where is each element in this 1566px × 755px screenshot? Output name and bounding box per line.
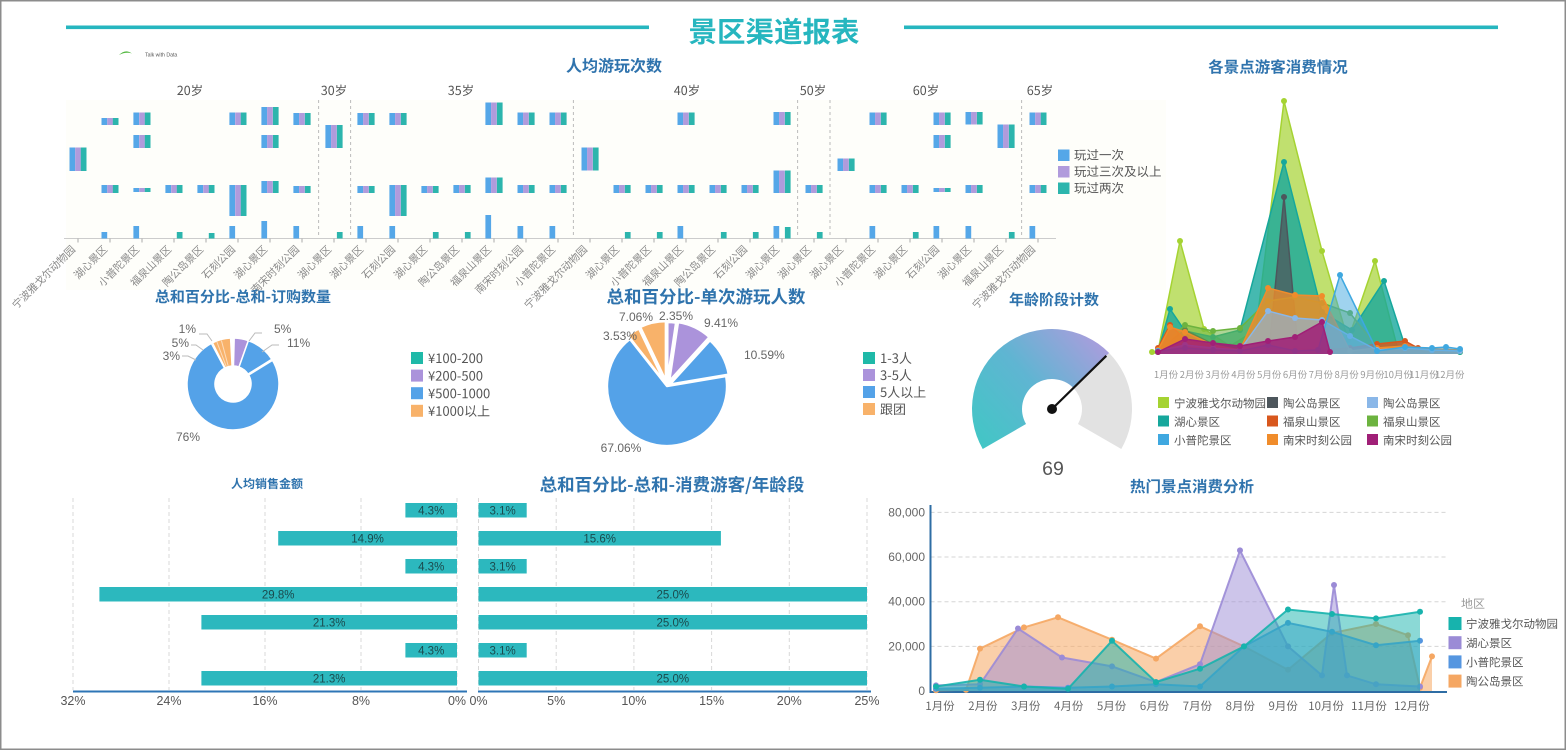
svg-text:15%: 15%: [699, 694, 724, 708]
svg-text:4.3%: 4.3%: [418, 506, 444, 518]
svg-text:76%: 76%: [176, 430, 200, 444]
svg-text:3.53%: 3.53%: [603, 329, 637, 343]
svg-text:4.3%: 4.3%: [418, 646, 444, 658]
svg-text:69: 69: [1042, 458, 1064, 480]
svg-text:3%: 3%: [163, 349, 181, 363]
svg-text:5%: 5%: [172, 336, 190, 350]
svg-text:20,000: 20,000: [888, 639, 925, 653]
svg-text:2.35%: 2.35%: [659, 309, 693, 323]
svg-text:4.3%: 4.3%: [418, 562, 444, 574]
svg-text:29.8%: 29.8%: [262, 590, 295, 602]
svg-text:60,000: 60,000: [888, 550, 925, 564]
svg-text:5%: 5%: [274, 322, 292, 336]
svg-text:80,000: 80,000: [888, 505, 925, 519]
svg-text:3.1%: 3.1%: [489, 506, 515, 518]
svg-text:3.1%: 3.1%: [489, 562, 515, 574]
svg-text:15.6%: 15.6%: [583, 534, 616, 546]
svg-text:25.0%: 25.0%: [656, 674, 689, 686]
svg-text:24%: 24%: [156, 694, 181, 708]
svg-text:16%: 16%: [252, 694, 277, 708]
svg-text:25.0%: 25.0%: [656, 618, 689, 630]
svg-text:10.59%: 10.59%: [744, 348, 785, 362]
svg-text:1%: 1%: [179, 322, 197, 336]
svg-text:8%: 8%: [352, 694, 370, 708]
svg-text:5%: 5%: [547, 694, 565, 708]
svg-text:0: 0: [918, 684, 925, 698]
svg-text:0%: 0%: [469, 694, 487, 708]
svg-text:3.1%: 3.1%: [489, 646, 515, 658]
svg-text:40,000: 40,000: [888, 595, 925, 609]
svg-text:7.06%: 7.06%: [619, 310, 653, 324]
svg-text:Talk with Data: Talk with Data: [145, 53, 177, 59]
svg-text:11%: 11%: [287, 336, 310, 350]
svg-text:9.41%: 9.41%: [704, 316, 738, 330]
svg-text:20%: 20%: [777, 694, 802, 708]
svg-text:0%: 0%: [448, 694, 466, 708]
svg-text:25%: 25%: [854, 694, 879, 708]
svg-text:67.06%: 67.06%: [601, 441, 642, 455]
svg-text:25.0%: 25.0%: [656, 590, 689, 602]
svg-text:32%: 32%: [60, 694, 85, 708]
svg-text:21.3%: 21.3%: [313, 618, 346, 630]
svg-text:10%: 10%: [621, 694, 646, 708]
svg-text:21.3%: 21.3%: [313, 674, 346, 686]
svg-text:14.9%: 14.9%: [351, 534, 384, 546]
